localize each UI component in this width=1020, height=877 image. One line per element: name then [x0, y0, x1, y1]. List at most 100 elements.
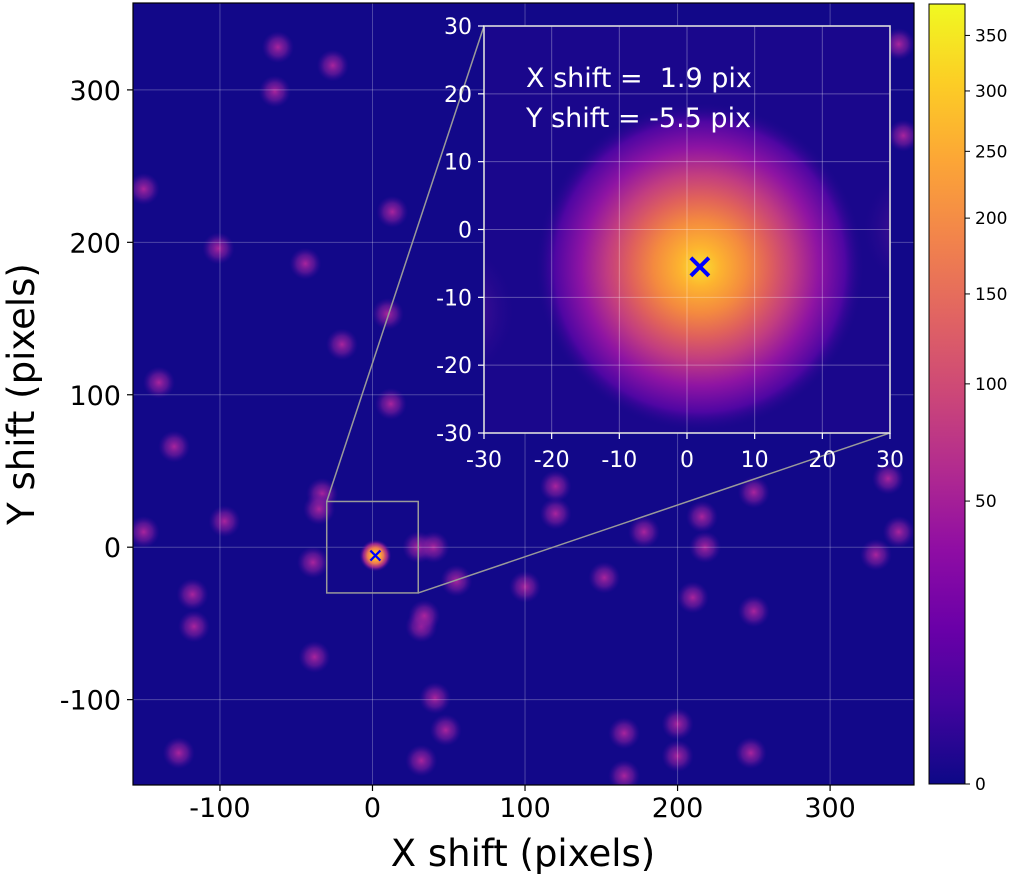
secondary-peak-46: [882, 515, 914, 548]
secondary-peak-0: [261, 31, 294, 64]
secondary-peak-13: [208, 505, 241, 538]
secondary-peak-11: [158, 430, 191, 463]
secondary-peak-43: [608, 759, 641, 785]
secondary-peak-44: [859, 538, 892, 571]
secondary-peak-2: [316, 49, 349, 82]
secondary-peak-35: [685, 500, 718, 533]
main-x-tick-label-3: 200: [652, 793, 704, 824]
secondary-peak-42: [734, 736, 767, 769]
inset-y-tick-label-5: 20: [444, 83, 472, 108]
x-axis-label: X shift (pixels): [391, 832, 655, 875]
colorbar-tick-label-5: 250: [975, 142, 1007, 162]
main-x-tick-label-2: 100: [499, 793, 551, 824]
secondary-peak-12: [133, 515, 160, 548]
inset-edge-glow-right: [863, 179, 890, 280]
inset-x-tick-label-3: 0: [680, 448, 694, 473]
colorbar-tick-label-4: 200: [975, 209, 1007, 229]
colorbar-frame: [928, 3, 966, 785]
main-y-ticks: -100 0 100 200 300: [60, 76, 133, 717]
colorbar: 0 50 100 150 200 250 300 350: [928, 3, 1007, 795]
secondary-peak-39: [661, 708, 694, 741]
inset-grid: [484, 26, 890, 433]
inset-peak-cross: [689, 256, 711, 278]
secondary-peak-33: [628, 515, 661, 548]
inset-x-tick-label-2: -10: [601, 448, 637, 473]
colorbar-tick-label-0: 0: [975, 775, 986, 795]
inset-zoom-panel: -30 -20 -10 0 10 20 30 -30 -20 -10 0 10 20 30 X shif…: [436, 15, 904, 473]
y-shift-annotation: Y shift = -5.5 pix: [525, 103, 751, 134]
inset-edge-glow-left: [484, 253, 514, 368]
inset-x-ticks: -30 -20 -10 0 10 20 30: [466, 433, 904, 473]
secondary-peak-40: [608, 717, 641, 750]
secondary-peak-37: [737, 476, 770, 509]
colorbar-tick-label-6: 300: [975, 82, 1007, 102]
main-axes-frame: [132, 2, 915, 786]
secondary-peak-29: [509, 570, 542, 603]
secondary-peak-32: [588, 561, 621, 594]
zoom-box: [325, 500, 419, 594]
zoom-indicator: [325, 25, 891, 594]
inset-x-tick-label-6: 30: [876, 448, 904, 473]
main-x-tick-label-0: -100: [189, 793, 250, 824]
secondary-peak-16: [176, 578, 209, 611]
zoom-connector-bottom: [418, 432, 891, 594]
secondary-peak-1: [258, 75, 291, 108]
secondary-peak-45: [872, 462, 905, 495]
secondary-peak-9: [142, 366, 175, 399]
secondary-peak-10: [374, 387, 407, 420]
secondary-peak-3: [133, 172, 160, 205]
secondary-peak-38: [737, 595, 770, 628]
secondary-peak-4: [202, 232, 235, 265]
inset-y-tick-label-0: -30: [436, 422, 472, 447]
main-x-tick-label-1: 0: [364, 793, 381, 824]
secondary-peak-30: [539, 470, 572, 503]
main-y-tick-label-3: 200: [69, 228, 121, 259]
secondary-peak-18: [296, 546, 329, 579]
main-y-tick-label-2: 100: [69, 381, 121, 412]
inset-x-tick-label-0: -30: [466, 448, 502, 473]
secondary-peak-7: [325, 328, 358, 361]
secondary-peak-17: [178, 610, 211, 643]
secondary-peak-5: [289, 247, 322, 280]
colorbar-gradient: [929, 4, 965, 784]
main-peak-cross: [369, 549, 382, 562]
secondary-peak-8: [371, 297, 404, 330]
main-y-tick-label-4: 300: [69, 76, 121, 107]
colorbar-tick-label-3: 150: [975, 285, 1007, 305]
secondary-peak-26: [429, 714, 462, 747]
colorbar-tick-label-7: 350: [975, 26, 1007, 46]
inset-y-ticks: -30 -20 -10 0 10 20 30: [436, 15, 484, 447]
secondary-peak-28: [405, 744, 438, 777]
secondary-peak-31: [539, 497, 572, 530]
colorbar-ticks: 0 50 100 150 200 250 300 350: [965, 26, 1007, 795]
secondary-peak-34: [676, 581, 709, 614]
inset-y-tick-label-3: 0: [458, 219, 472, 244]
inset-x-tick-label-1: -20: [534, 448, 570, 473]
secondary-peak-20: [417, 531, 450, 564]
main-x-tick-label-4: 300: [804, 793, 856, 824]
main-correlation-peak: [359, 539, 392, 572]
colorbar-tick-label-1: 50: [975, 492, 997, 512]
main-y-tick-label-0: -100: [60, 686, 121, 717]
secondary-peak-15: [303, 493, 336, 526]
secondary-peak-25: [419, 682, 452, 715]
inset-y-tick-label-1: -20: [436, 354, 472, 379]
main-y-tick-label-1: 0: [104, 533, 121, 564]
inset-edge-glows: [484, 179, 890, 368]
inset-y-tick-label-2: -10: [436, 286, 472, 311]
inset-x-tick-label-5: 20: [808, 448, 836, 473]
colorbar-tick-label-2: 100: [975, 375, 1007, 395]
y-axis-label: Y shift (pixels): [0, 263, 43, 526]
secondary-peak-41: [661, 740, 694, 773]
secondary-peak-6: [376, 195, 409, 228]
inset-peak-marker: [689, 256, 711, 278]
secondary-peak-27: [162, 736, 195, 769]
x-shift-annotation: X shift = 1.9 pix: [526, 63, 752, 94]
main-x-ticks: -100 0 100 200 300: [189, 785, 856, 824]
inset-x-tick-label-4: 10: [741, 448, 769, 473]
secondary-peak-24: [408, 599, 441, 632]
inset-y-tick-label-6: 30: [444, 15, 472, 40]
secondary-peak-36: [689, 531, 722, 564]
zoom-connector-top: [326, 25, 485, 502]
